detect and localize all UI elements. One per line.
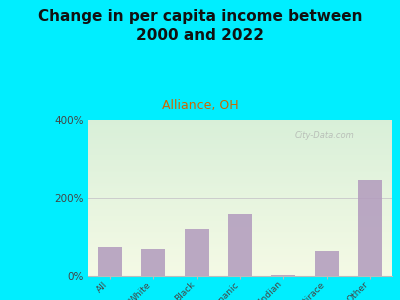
Bar	[358, 180, 382, 276]
Bar	[272, 275, 295, 276]
Bar	[141, 249, 165, 276]
Text: Change in per capita income between
2000 and 2022: Change in per capita income between 2000…	[38, 9, 362, 43]
Bar	[98, 247, 122, 276]
Text: Alliance, OH: Alliance, OH	[162, 99, 238, 112]
Bar	[185, 229, 208, 276]
Bar	[228, 214, 252, 276]
Bar	[315, 251, 339, 276]
Text: City-Data.com: City-Data.com	[295, 131, 354, 140]
